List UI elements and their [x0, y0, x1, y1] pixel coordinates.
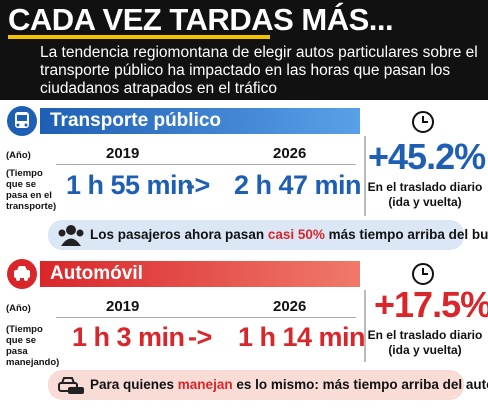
title-underline	[8, 35, 270, 39]
year: 2019	[106, 145, 140, 162]
divider	[56, 317, 356, 318]
time: 2 h 47 min	[234, 170, 362, 200]
note-highlight: manejan	[177, 377, 233, 392]
divider	[364, 136, 366, 216]
year-label: (Año)	[6, 303, 31, 314]
time: 1 h 55 min	[66, 170, 194, 200]
divider	[364, 290, 366, 362]
note-highlight: casi 50%	[267, 227, 325, 242]
note-text: Para quienes	[90, 377, 178, 392]
title: CADA VEZ TARDAS MÁS...	[8, 2, 394, 37]
note-text: Los pasajeros ahora pasan	[90, 227, 268, 242]
clock-icon	[412, 111, 434, 133]
year: 2019	[106, 298, 140, 315]
divider	[56, 164, 356, 165]
change: +45.2%	[368, 136, 486, 177]
section-bar: Transporte público	[40, 108, 360, 134]
year: 2026	[273, 145, 307, 162]
year-label: (Año)	[6, 150, 31, 161]
time-label: (Tiempo que se pasa en el transporte)	[6, 168, 57, 212]
clock-icon	[412, 263, 434, 285]
note-text: es lo mismo: más tiempo arriba del auto	[232, 377, 488, 392]
time-label: (Tiempo que se pasa manejando)	[6, 324, 60, 368]
people-icon	[58, 225, 84, 246]
note: Para quienes manejan es lo mismo: más ti…	[48, 370, 488, 400]
note-text: más tiempo arriba del bus	[324, 227, 488, 242]
section-bar: Automóvil	[40, 261, 360, 287]
change-note: En el traslado diario (ida y vuelta)	[367, 328, 483, 357]
change-note: En el traslado diario (ida y vuelta)	[367, 180, 483, 209]
time: 1 h 14 min	[238, 322, 366, 352]
arrow: ->	[186, 170, 210, 200]
note: Los pasajeros ahora pasan casi 50% más t…	[48, 220, 488, 250]
year: 2026	[273, 298, 307, 315]
arrow: ->	[188, 322, 212, 352]
time: 1 h 3 min	[72, 322, 185, 352]
change: +17.5%	[374, 284, 488, 325]
bus-icon	[7, 106, 37, 136]
car-icon	[7, 259, 37, 289]
cars-icon	[58, 377, 84, 394]
subtitle: La tendencia regiomontana de elegir auto…	[40, 44, 478, 97]
header-band	[0, 0, 488, 100]
